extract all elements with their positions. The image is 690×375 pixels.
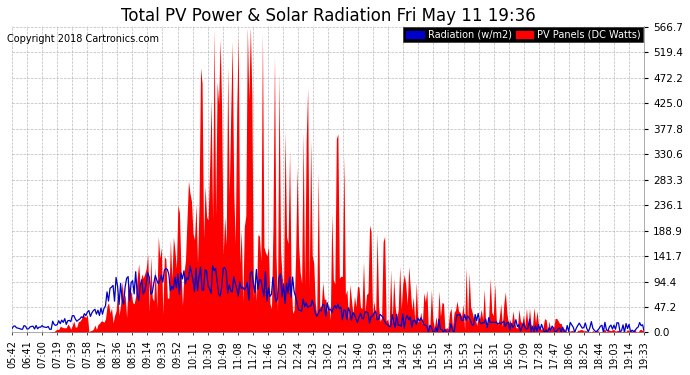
Text: Copyright 2018 Cartronics.com: Copyright 2018 Cartronics.com <box>7 34 159 44</box>
Legend: Radiation (w/m2), PV Panels (DC Watts): Radiation (w/m2), PV Panels (DC Watts) <box>403 27 643 42</box>
Title: Total PV Power & Solar Radiation Fri May 11 19:36: Total PV Power & Solar Radiation Fri May… <box>121 7 535 25</box>
